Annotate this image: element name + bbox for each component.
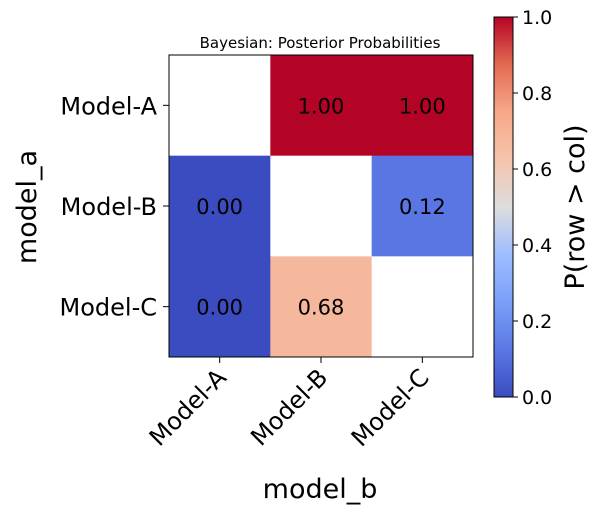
y-tick-label: Model-C (60, 294, 157, 322)
x-axis-label: model_b (263, 474, 378, 505)
cell-value-label: 0.68 (298, 296, 345, 320)
heatmap-cell (270, 256, 373, 358)
colorbar-label: P(row > col) (560, 124, 591, 289)
colorbar (493, 16, 514, 398)
x-tick-label: Model-A (144, 363, 233, 452)
heatmap-cell (270, 155, 373, 257)
x-axis: Model-A Model-B Model-C (144, 357, 435, 452)
y-axis: Model-A Model-B Model-C (60, 92, 169, 322)
x-tick-label: Model-B (245, 363, 333, 451)
heatmap-cell (169, 256, 271, 358)
cell-value-label: 0.00 (196, 195, 243, 219)
y-tick-label: Model-A (60, 92, 157, 120)
colorbar-tick-label: 0.4 (522, 235, 552, 257)
x-tick-label: Model-C (346, 363, 435, 452)
heatmap-cell (371, 155, 474, 257)
heatmap-cells: 1.00 1.00 0.00 0.12 0.00 0.68 (169, 55, 474, 358)
heatmap-cell (371, 55, 474, 157)
heatmap-cell (371, 256, 474, 358)
cell-value-label: 1.00 (399, 94, 446, 118)
colorbar-tick-label: 0.6 (522, 159, 552, 181)
y-tick-label: Model-B (61, 193, 157, 221)
colorbar-axis: 0.0 0.2 0.4 0.6 0.8 1.0 (513, 7, 552, 409)
cell-value-label: 0.12 (399, 195, 446, 219)
colorbar-tick-label: 0.0 (522, 387, 552, 409)
cell-value-label: 0.00 (196, 296, 243, 320)
colorbar-tick-label: 1.0 (522, 7, 552, 29)
chart-title: Bayesian: Posterior Probabilities (200, 34, 441, 52)
heatmap-cell (169, 155, 271, 257)
heatmap-cell (169, 55, 271, 157)
heatmap-cell (270, 55, 373, 157)
y-axis-label: model_a (12, 150, 43, 264)
colorbar-tick-label: 0.2 (522, 311, 552, 333)
cell-value-label: 1.00 (298, 94, 345, 118)
colorbar-tick-label: 0.8 (522, 83, 552, 105)
